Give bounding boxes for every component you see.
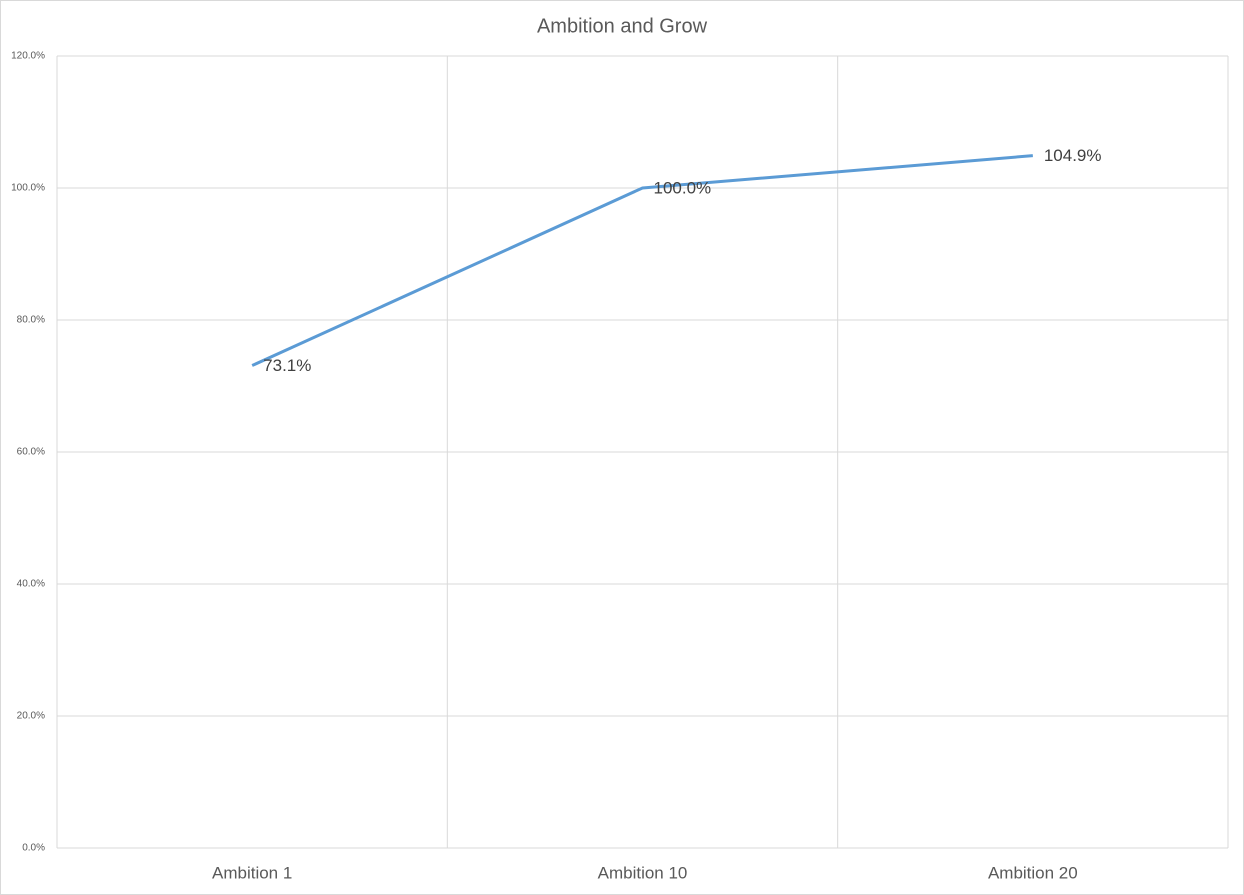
chart-title: Ambition and Grow (537, 15, 708, 37)
y-tick-label: 60.0% (17, 447, 45, 458)
y-tick-label: 120.0% (11, 51, 45, 62)
y-tick-label: 0.0% (22, 843, 45, 854)
y-tick-label: 40.0% (17, 579, 45, 590)
data-label: 104.9% (1044, 146, 1102, 165)
series-line (251, 154, 1033, 367)
data-label: 73.1% (263, 356, 311, 375)
y-tick-label: 100.0% (11, 183, 45, 194)
y-tick-label: 80.0% (17, 315, 45, 326)
x-tick-label: Ambition 10 (598, 863, 688, 882)
x-tick-label: Ambition 1 (212, 863, 292, 882)
x-tick-label: Ambition 20 (988, 863, 1078, 882)
y-tick-label: 20.0% (17, 711, 45, 722)
data-label: 100.0% (654, 178, 712, 197)
